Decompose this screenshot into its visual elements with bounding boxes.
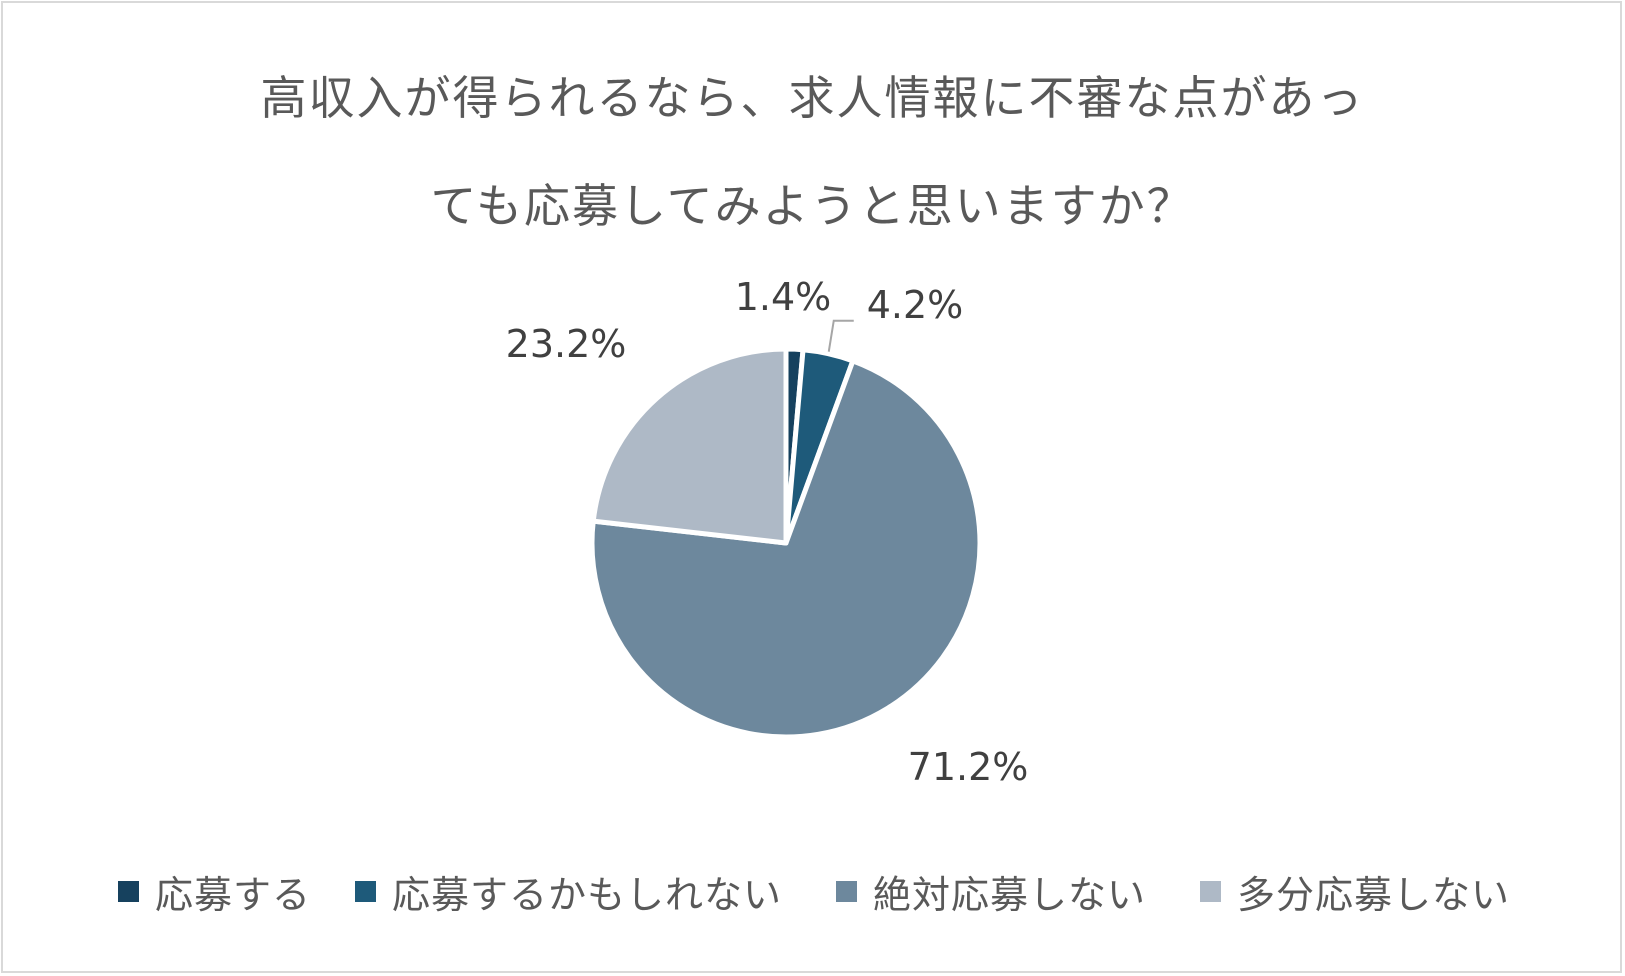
legend-swatch [1200, 880, 1221, 902]
legend-swatch [836, 880, 857, 902]
legend: 応募する 応募するかもしれない 絶対応募しない 多分応募しない [0, 866, 1625, 917]
chart-title-line-2: ても応募してみようと思いますか？ [430, 179, 1195, 233]
legend-label: 絶対応募しない [873, 872, 1147, 917]
data-label-probably-not-apply: 23.2% [506, 322, 627, 366]
legend-item-probably-not-apply: 多分応募しない [1200, 866, 1511, 917]
data-label-may-apply: 4.2% [867, 283, 964, 327]
legend-label: 応募する [155, 872, 312, 917]
legend-label: 応募するかもしれない [392, 872, 783, 917]
legend-item-may-apply: 応募するかもしれない [355, 866, 783, 917]
pie-slice-never-apply [589, 358, 983, 740]
legend-swatch [118, 880, 139, 902]
pie-slice-probably-not-apply [590, 346, 789, 546]
chart-title-line-1: 高収入が得られるなら、求人情報に不審な点があっ [260, 71, 1365, 125]
data-label-never-apply: 71.2% [908, 745, 1029, 789]
legend-item-apply: 応募する [118, 866, 312, 917]
legend-swatch [355, 880, 376, 902]
legend-item-never-apply: 絶対応募しない [836, 866, 1147, 917]
data-label-apply: 1.4% [735, 275, 832, 319]
legend-label: 多分応募しない [1237, 872, 1511, 917]
leader-line-may-apply [827, 319, 854, 352]
